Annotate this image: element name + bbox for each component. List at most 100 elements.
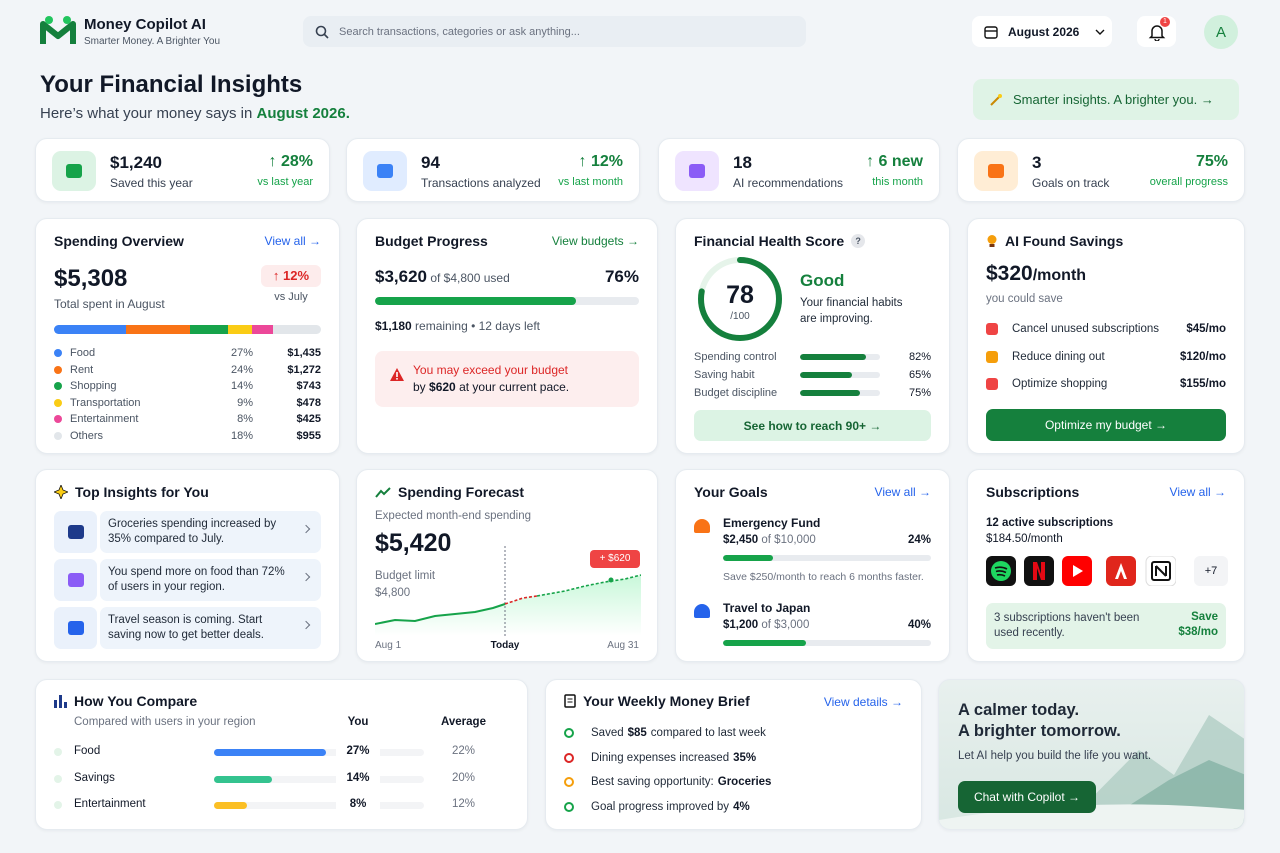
stat-value: 3	[1032, 153, 1042, 172]
month-picker[interactable]: August 2026	[972, 16, 1112, 47]
goal-bar	[723, 555, 773, 561]
amount: $320	[986, 262, 1033, 285]
legend-dot	[54, 365, 62, 374]
stack-segment	[227, 325, 252, 334]
saving-icon	[986, 350, 998, 363]
category-name: Food	[70, 347, 96, 359]
goal-bar	[723, 640, 807, 646]
compare-track	[214, 802, 424, 809]
stat-label: Goals on track	[1032, 176, 1110, 190]
brief-icon	[564, 802, 574, 813]
remaining-text: remaining • 12 days left	[415, 319, 540, 333]
category-name: Others	[70, 429, 104, 442]
legend-dot	[54, 415, 62, 423]
icon	[377, 164, 393, 178]
view-all-link[interactable]: View all →	[874, 485, 931, 499]
bell-icon	[1148, 25, 1166, 41]
card-title: Subscriptions	[986, 484, 1080, 500]
stat-icon	[52, 151, 96, 191]
compare-card: How You Compare Compared with users in y…	[35, 679, 528, 830]
category-amount: $1,435	[287, 347, 321, 359]
total-spent: $5,308	[54, 265, 128, 292]
stack-segment	[126, 325, 191, 334]
brief-icon	[564, 777, 574, 788]
promo-title-1: A calmer today.	[958, 701, 1080, 719]
savings-card: AI Found Savings $320/month you could sa…	[967, 218, 1245, 454]
budget-bar	[375, 297, 576, 305]
chat-button[interactable]: Chat with Copilot →	[958, 781, 1096, 813]
avatar[interactable]: A	[1204, 15, 1238, 49]
insight-text: Travel season is coming. Start saving no…	[108, 614, 264, 641]
view-all-link[interactable]: View all →	[1169, 485, 1226, 499]
insights-pill[interactable]: Smarter insights. A brighter you. →	[973, 79, 1239, 120]
metric-name: Budget discipline	[694, 387, 778, 399]
brief-row: Goal progress improved by 4%	[564, 799, 903, 815]
subtitle-prefix: Here’s what your money says in	[40, 105, 253, 122]
view-details-link[interactable]: View details →	[823, 695, 903, 709]
brief-row: Best saving opportunity: Groceries	[564, 774, 903, 790]
insight-text: You spend more on food than 72% of users…	[108, 566, 285, 593]
card-title: Your Goals	[694, 484, 768, 500]
page-title: Your Financial Insights	[40, 71, 303, 98]
forecast-amount: $5,420	[375, 529, 452, 557]
tagline: Smarter Money. A Brighter You	[84, 36, 221, 47]
insight-item[interactable]: Groceries spending increased by 35% comp…	[100, 511, 321, 553]
stack-segment	[272, 325, 321, 334]
you-bar	[214, 749, 326, 756]
stat-value: 94	[421, 153, 440, 172]
shape	[998, 93, 1002, 98]
shape	[689, 164, 705, 178]
insight-item[interactable]: You spend more on food than 72% of users…	[100, 559, 321, 601]
subscription-logos	[986, 556, 1176, 586]
notifications[interactable]: 1	[1137, 16, 1176, 47]
rating: Good	[800, 271, 845, 290]
reach-90-button[interactable]: See how to reach 90+ →	[694, 410, 931, 441]
icon	[67, 525, 84, 539]
stat-change-label: vs last month	[558, 176, 623, 188]
goal-percent: 24%	[907, 534, 931, 546]
doc-icon	[564, 694, 576, 708]
search-box[interactable]: Search transactions, categories or ask a…	[303, 16, 806, 47]
legend-dot	[54, 431, 62, 440]
stack-segment	[190, 325, 228, 334]
brief-prefix: Dining expenses increased	[591, 751, 730, 764]
stat-change: ↑ 12%	[578, 153, 623, 170]
card-title: Your Weekly Money Brief	[564, 693, 750, 709]
category-amount: $1,272	[287, 363, 321, 376]
unused-notice: 3 subscriptions haven't been used recent…	[986, 603, 1226, 649]
goal-icon	[694, 604, 710, 618]
row-name: Food	[74, 745, 101, 757]
forecast-line	[536, 574, 641, 597]
brief-icon	[564, 728, 574, 738]
period: /month	[1032, 267, 1087, 284]
budget-warning: You may exceed your budget by $620 at yo…	[375, 351, 639, 407]
month: August 2026	[1008, 24, 1080, 39]
card-title: Financial Health Score?	[694, 233, 866, 249]
more-subscriptions[interactable]: +7	[1194, 556, 1228, 586]
help-icon[interactable]: ?	[851, 234, 866, 248]
category-share: 24%	[230, 363, 253, 376]
page-subtitle: Here’s what your money says in August 20…	[40, 105, 350, 122]
saving-row: Reduce dining out $120/mo	[986, 348, 1226, 366]
goal-name: Travel to Japan	[723, 601, 811, 615]
trend-icon	[375, 487, 391, 498]
total-label: Total spent in August	[54, 297, 165, 311]
compare-track	[214, 749, 424, 756]
stat-icon	[363, 151, 407, 191]
health-card: Financial Health Score? 78 /100 Good You…	[675, 218, 950, 454]
goal-name: Emergency Fund	[723, 516, 821, 530]
brief-card: Your Weekly Money Brief View details → S…	[545, 679, 922, 830]
warning-amount: $620	[429, 380, 456, 394]
metric-bar	[800, 372, 852, 378]
view-budgets-link[interactable]: View budgets →	[551, 234, 639, 248]
view-all-link[interactable]: View all →	[264, 234, 321, 248]
you-bar	[214, 802, 248, 809]
optimize-button[interactable]: Optimize my budget →	[986, 409, 1226, 441]
title-text: Top Insights for You	[75, 484, 209, 500]
title-text: Spending Forecast	[398, 484, 525, 500]
insight-item[interactable]: Travel season is coming. Start saving no…	[100, 607, 321, 649]
insight-icon	[54, 511, 97, 553]
used-of: of $4,800 used	[430, 271, 510, 285]
shape	[54, 699, 57, 708]
shape	[375, 487, 391, 498]
